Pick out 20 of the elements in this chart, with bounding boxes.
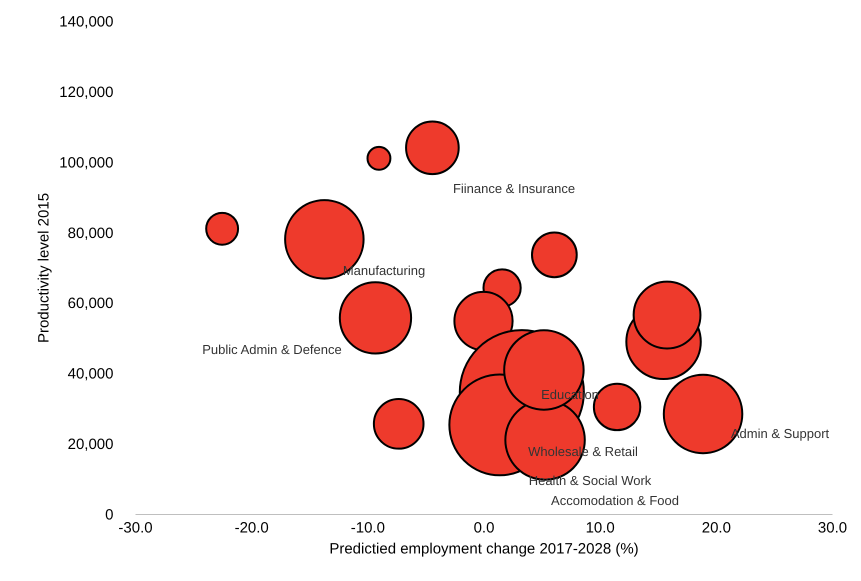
x-axis-title: Predictied employment change 2017-2028 (%) — [329, 540, 639, 558]
x-tick-label: 0.0 — [474, 520, 494, 536]
x-tick-label: 20.0 — [702, 520, 731, 536]
y-tick-label: 100,000 — [59, 154, 114, 172]
x-tick-label: 10.0 — [586, 520, 615, 536]
annotation: Accomodation & Food — [551, 493, 679, 508]
y-tick-label: 120,000 — [59, 84, 114, 101]
x-tick-label: -20.0 — [234, 520, 269, 536]
x-tick-label: 30.0 — [818, 520, 848, 536]
y-tick-label: 140,000 — [59, 14, 114, 30]
y-tick-label: 80,000 — [68, 224, 114, 242]
y-tick-label: 0 — [105, 506, 114, 524]
annotation: Public Admin & Defence — [202, 342, 342, 357]
y-axis-title: Productivity level 2015 — [35, 192, 52, 344]
y-tick-label: 20,000 — [68, 436, 114, 454]
y-tick-label: 60,000 — [68, 295, 114, 312]
x-tick-label: -10.0 — [350, 520, 385, 536]
x-tick-label: -30.0 — [118, 520, 153, 536]
annotation: Fiinance & Insurance — [452, 181, 576, 196]
y-tick-label: 40,000 — [68, 366, 114, 383]
